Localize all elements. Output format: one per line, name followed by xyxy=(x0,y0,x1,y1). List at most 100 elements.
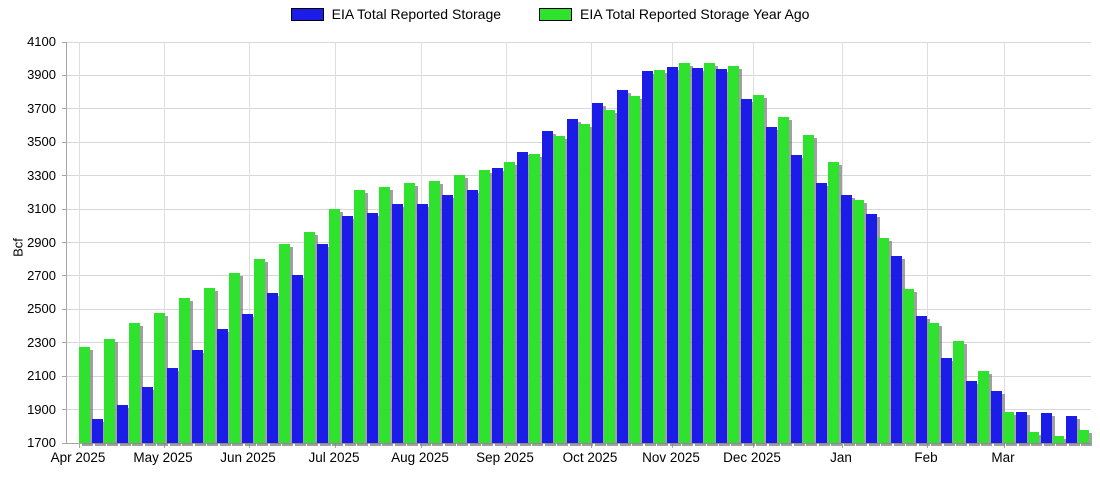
bar-current-storage xyxy=(166,367,178,443)
y-tick-mark xyxy=(62,208,66,210)
bar-current-storage xyxy=(691,67,703,443)
y-tick-mark xyxy=(62,275,66,277)
bar-year-ago-storage xyxy=(278,244,290,443)
gridline-vertical xyxy=(249,42,250,443)
y-tick-mark xyxy=(62,175,66,177)
y-tick-label: 4100 xyxy=(27,34,56,49)
y-tick-label: 3700 xyxy=(27,100,56,116)
bar-current-storage xyxy=(91,418,103,443)
bar-current-storage xyxy=(916,316,928,443)
bar-year-ago-storage xyxy=(678,62,690,443)
bar-year-ago-storage xyxy=(128,322,140,443)
y-tick-mark xyxy=(62,242,66,243)
bar-year-ago-storage xyxy=(753,95,765,443)
bar-current-storage xyxy=(516,152,528,443)
bar-current-storage xyxy=(991,390,1003,443)
y-tick-label: 2300 xyxy=(27,334,56,350)
y-tick-mark xyxy=(62,308,66,310)
bar-year-ago-storage xyxy=(478,170,490,443)
x-tick-mark xyxy=(672,444,673,448)
y-tick-label: 3300 xyxy=(27,167,56,183)
gridline-vertical xyxy=(79,42,80,443)
x-tick-label: Nov 2025 xyxy=(642,450,700,465)
bar-year-ago-storage xyxy=(828,162,840,443)
bar-year-ago-storage xyxy=(628,96,640,443)
bar-current-storage xyxy=(566,118,578,443)
gridline-vertical xyxy=(164,42,165,443)
bar-current-storage xyxy=(266,292,278,443)
x-tick-mark xyxy=(842,444,843,448)
x-tick-label: Feb xyxy=(914,450,938,465)
bar-current-storage xyxy=(216,329,228,443)
y-tick-mark xyxy=(62,74,66,76)
bar-current-storage xyxy=(841,194,853,443)
x-tick-label: Jun 2025 xyxy=(220,450,276,465)
x-tick-mark xyxy=(506,444,507,448)
bar-current-storage xyxy=(766,127,778,443)
y-tick-label: 2500 xyxy=(27,301,56,317)
bar-current-storage xyxy=(741,99,753,443)
bar-current-storage xyxy=(891,255,903,443)
y-tick-label: 2100 xyxy=(27,368,56,384)
bar-current-storage xyxy=(191,350,203,443)
bar-current-storage xyxy=(291,275,303,443)
bar-current-storage xyxy=(716,69,728,443)
gridline-horizontal xyxy=(67,108,1091,110)
y-tick-label: 2700 xyxy=(27,267,56,283)
bar-year-ago-storage xyxy=(703,62,715,443)
bar-current-storage xyxy=(666,66,678,443)
bar-current-storage xyxy=(441,194,453,443)
bar-year-ago-storage xyxy=(178,298,190,443)
bar-year-ago-storage xyxy=(1028,431,1040,443)
bar-current-storage xyxy=(541,130,553,443)
gridline-vertical xyxy=(927,42,928,443)
bar-year-ago-storage xyxy=(553,135,565,443)
bar-current-storage xyxy=(791,155,803,443)
bar-current-storage xyxy=(1066,416,1078,443)
bar-year-ago-storage xyxy=(1078,430,1090,443)
bar-year-ago-storage xyxy=(79,346,90,443)
gridline-horizontal xyxy=(67,74,1091,76)
x-tick-mark xyxy=(927,444,928,448)
y-tick-mark xyxy=(62,342,66,344)
x-tick-mark xyxy=(753,444,754,448)
bar-year-ago-storage xyxy=(903,289,915,443)
x-tick-mark xyxy=(591,444,592,448)
y-tick-mark xyxy=(62,409,66,411)
bar-year-ago-storage xyxy=(153,312,165,443)
x-tick-mark xyxy=(79,444,80,448)
bar-current-storage xyxy=(616,90,628,443)
x-tick-mark xyxy=(164,444,165,448)
x-tick-mark xyxy=(335,444,336,448)
x-tick-label: Jul 2025 xyxy=(308,450,360,465)
x-tick-label: Dec 2025 xyxy=(723,450,781,465)
bar-current-storage xyxy=(966,381,978,443)
chart-legend: EIA Total Reported Storage EIA Total Rep… xyxy=(0,6,1100,22)
y-tick-label: 2900 xyxy=(27,234,56,250)
y-tick-label: 1700 xyxy=(27,435,56,450)
bar-current-storage xyxy=(591,103,603,443)
bar-current-storage xyxy=(1016,411,1028,443)
bar-year-ago-storage xyxy=(1053,436,1065,443)
y-tick-label: 1900 xyxy=(27,401,56,417)
x-tick-label: Sep 2025 xyxy=(476,450,534,465)
bar-current-storage xyxy=(341,216,353,443)
bar-year-ago-storage xyxy=(203,287,215,443)
y-tick-label: 3500 xyxy=(27,134,56,150)
x-tick-label: Oct 2025 xyxy=(562,450,618,465)
bar-year-ago-storage xyxy=(778,117,790,443)
bar-current-storage xyxy=(816,182,828,443)
x-tick-label: Mar xyxy=(991,450,1015,465)
bar-year-ago-storage xyxy=(803,134,815,443)
x-tick-label: Aug 2025 xyxy=(391,450,449,465)
bar-current-storage xyxy=(1041,412,1053,443)
bar-year-ago-storage xyxy=(653,70,665,443)
y-tick-mark xyxy=(62,41,66,43)
x-tick-mark xyxy=(421,444,422,448)
gridline-vertical xyxy=(1004,42,1005,443)
x-tick-label: Apr 2025 xyxy=(50,450,106,465)
y-tick-mark xyxy=(62,442,66,444)
y-tick-mark xyxy=(62,108,66,110)
bar-year-ago-storage xyxy=(378,186,390,443)
bar-year-ago-storage xyxy=(253,259,265,443)
